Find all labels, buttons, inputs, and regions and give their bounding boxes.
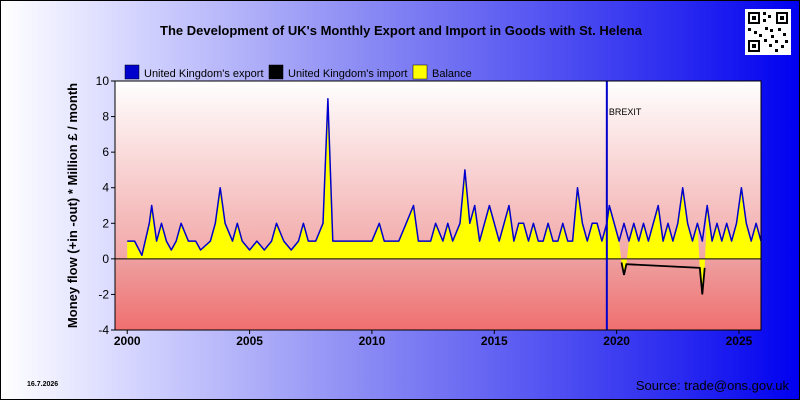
export-line [127,98,762,257]
legend-swatch-export [124,64,140,80]
y-tick-label: 10 [96,74,110,88]
date-stamp: 16.7.2026 [27,381,59,388]
plot-background-negative [115,258,761,330]
chart-title: The Development of UK's Monthly Export a… [160,23,642,38]
import-line-layer [620,262,706,295]
y-axis-label: Money flow (+in -out) * Million £ / mont… [65,83,80,328]
qr-code-icon [745,9,791,55]
export-line-layer [127,98,762,257]
y-tick-label: 8 [102,110,109,124]
source-note: Source: trade@ons.gov.uk [635,378,789,393]
legend: United Kingdom's export United Kingdom's… [124,64,472,80]
x-tick-label: 2000 [114,334,141,348]
y-tick-label: 6 [102,145,109,159]
legend-label-import: United Kingdom's import [288,68,408,80]
balance-area [127,98,761,295]
legend-swatch-balance [412,64,428,80]
legend-label-balance: Balance [432,68,472,80]
y-tick-label: 2 [102,216,109,230]
plot-border [114,80,762,331]
y-tick-label: 0 [102,252,109,266]
x-tick-label: 2015 [481,334,508,348]
legend-swatch-import [268,64,284,80]
brexit-annotation: BREXIT [609,107,642,117]
y-tick-label: 4 [102,181,109,195]
x-tick-label: 2005 [236,334,263,348]
import-line [620,262,706,295]
x-tick-label: 2010 [359,334,386,348]
y-tick-label: -2 [98,287,109,301]
balance-area-layer [127,98,761,295]
y-tick-label: -4 [98,323,109,337]
x-axis: 2000 2005 2010 2015 2020 2025 [114,330,753,348]
legend-label-export: United Kingdom's export [144,68,264,80]
y-axis: -4 -2 0 2 4 6 8 10 [96,74,115,337]
x-tick-label: 2025 [726,334,753,348]
x-tick-label: 2020 [603,334,630,348]
